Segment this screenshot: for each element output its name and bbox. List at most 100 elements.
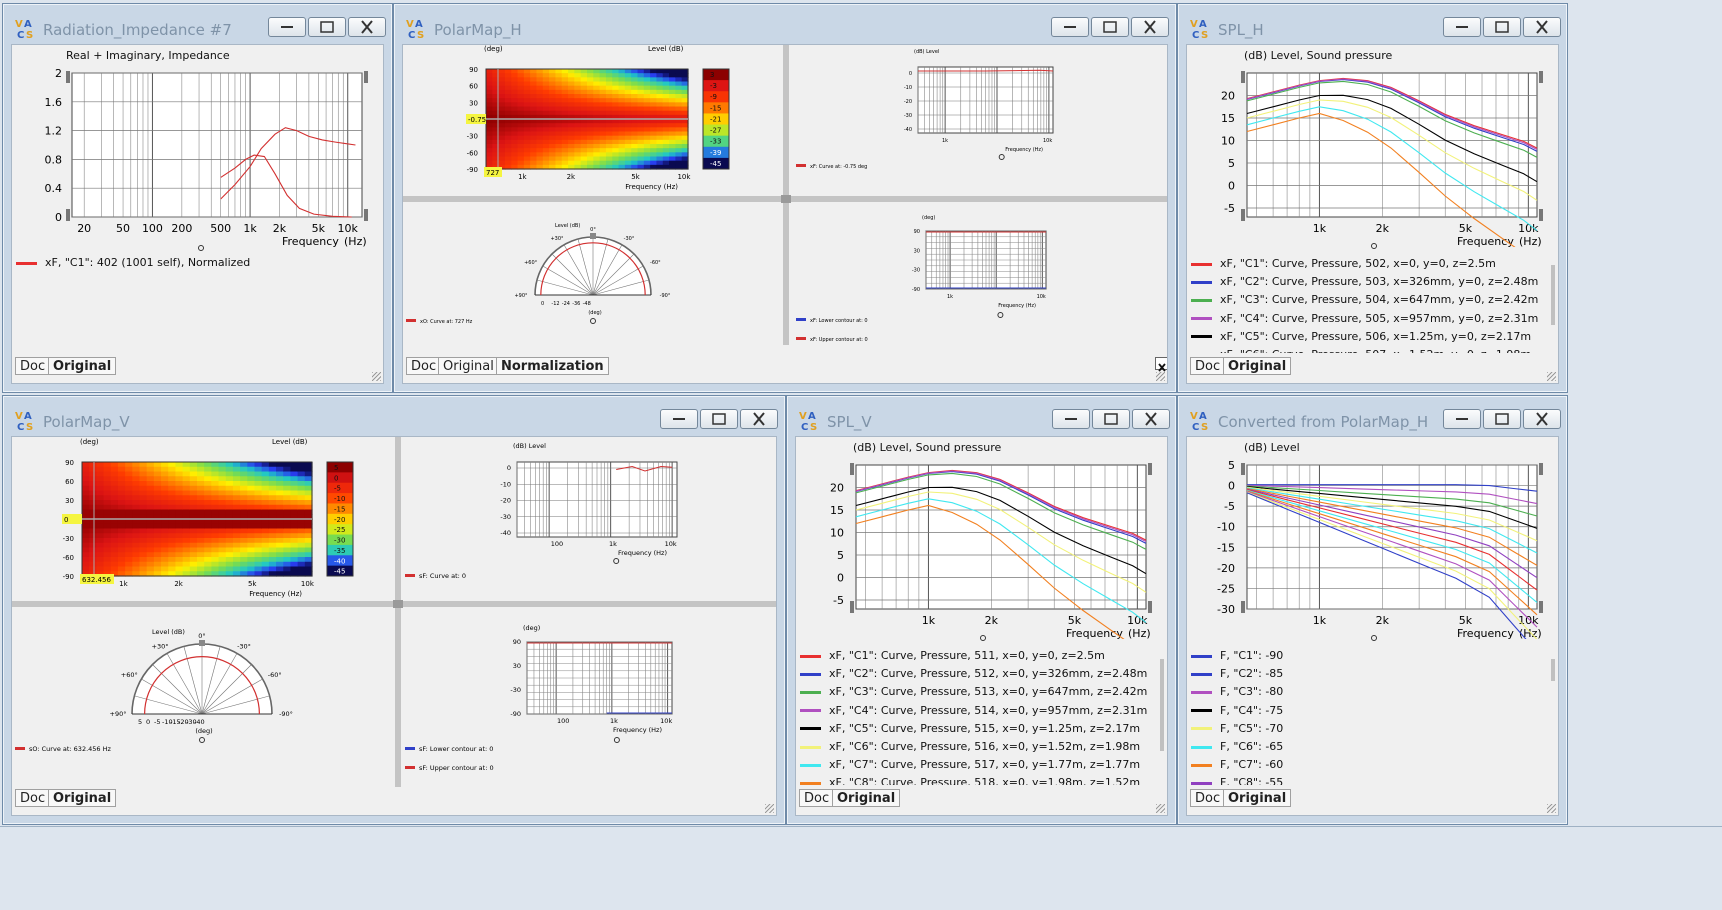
legend-scrollbar[interactable] — [1551, 265, 1555, 325]
legend-item[interactable]: xF, "C1": 402 (1001 self), Normalized — [16, 256, 250, 269]
legend-item[interactable]: xF, "C4": Curve, Pressure, 505, x=957mm,… — [1191, 312, 1538, 325]
legend-item[interactable]: F, "C8": -55 — [1191, 776, 1283, 785]
close-button[interactable] — [1523, 409, 1561, 429]
close-button[interactable] — [1131, 17, 1169, 37]
minimize-button[interactable] — [1052, 409, 1090, 429]
scale-handle — [1241, 71, 1245, 83]
legend-item[interactable]: xF, "C7": Curve, Pressure, 517, x=0, y=1… — [800, 758, 1140, 771]
tab-original[interactable]: Original — [832, 789, 901, 807]
resize-grip[interactable] — [1547, 804, 1556, 813]
heatmap-cell — [268, 481, 277, 487]
resize-grip[interactable] — [1156, 804, 1165, 813]
minimize-button[interactable] — [660, 409, 698, 429]
maximize-button[interactable] — [1483, 409, 1521, 429]
tab-original[interactable]: Original — [438, 357, 499, 375]
maximize-button[interactable] — [1092, 409, 1130, 429]
maximize-button[interactable] — [308, 17, 346, 37]
legend-item[interactable]: xF, "C8": Curve, Pressure, 518, x=0, y=1… — [800, 776, 1140, 785]
minimize-button[interactable] — [268, 17, 306, 37]
maximize-button[interactable] — [1483, 17, 1521, 37]
legend-item[interactable]: xF, "C1": Curve, Pressure, 502, x=0, y=0… — [1191, 257, 1496, 270]
close-button[interactable] — [740, 409, 778, 429]
resize-grip[interactable] — [1156, 372, 1165, 381]
legend-scrollbar[interactable] — [1551, 659, 1555, 681]
cursor-handle[interactable] — [198, 245, 204, 251]
legend-item[interactable]: F, "C5": -70 — [1191, 722, 1283, 735]
legend-item[interactable]: F, "C2": -85 — [1191, 667, 1283, 680]
resize-grip[interactable] — [1547, 372, 1556, 381]
cursor-handle[interactable] — [980, 635, 986, 641]
polarmap-v-panels[interactable]: (deg)Level (dB)9060300-30-60-901k2k5k10k… — [12, 437, 777, 787]
heatmap-cell — [290, 485, 299, 492]
minimize-button[interactable] — [1443, 409, 1481, 429]
tab-doc[interactable]: Doc — [15, 789, 51, 807]
legend-item[interactable]: F, "C4": -75 — [1191, 704, 1283, 717]
heatmap-cell — [486, 102, 493, 108]
close-button[interactable] — [1132, 409, 1170, 429]
legend-item[interactable]: xF, "C4": Curve, Pressure, 514, x=0, y=9… — [800, 704, 1147, 717]
maximize-button[interactable] — [1091, 17, 1129, 37]
tab-normalization[interactable]: Normalization — [496, 357, 609, 375]
tab-original[interactable]: Original — [1223, 357, 1292, 375]
tab-doc[interactable]: Doc — [1190, 357, 1226, 375]
legend-label: xF, "C5": Curve, Pressure, 506, x=1.25m,… — [1220, 329, 1532, 343]
legend-item[interactable]: xF, "C3": Curve, Pressure, 504, x=647mm,… — [1191, 293, 1538, 306]
legend-item[interactable]: xF, "C5": Curve, Pressure, 515, x=0, y=1… — [800, 722, 1140, 735]
heatmap-cell — [283, 500, 292, 506]
heatmap-cell — [146, 481, 155, 487]
resize-grip[interactable] — [372, 372, 381, 381]
heatmap-cell — [103, 528, 112, 534]
close-button[interactable] — [348, 17, 386, 37]
legend-item[interactable]: xF, "C5": Curve, Pressure, 506, x=1.25m,… — [1191, 330, 1531, 343]
tab-doc[interactable]: Doc — [799, 789, 835, 807]
legend-item[interactable]: xF, "C1": Curve, Pressure, 511, x=0, y=0… — [800, 649, 1105, 662]
scale-handle — [1241, 209, 1245, 221]
maximize-button[interactable] — [700, 409, 738, 429]
legend-item[interactable]: xF, "C3": Curve, Pressure, 513, x=0, y=6… — [800, 685, 1147, 698]
legend-item[interactable]: xF, "C6": Curve, Pressure, 507, x=1.52m,… — [1191, 348, 1531, 353]
legend-item[interactable]: xF, "C2": Curve, Pressure, 503, x=326mm,… — [1191, 275, 1538, 288]
tab-original[interactable]: Original — [1223, 789, 1292, 807]
heatmap-cell — [103, 471, 112, 477]
minimize-button[interactable] — [1443, 17, 1481, 37]
legend-item[interactable]: xF, "C6": Curve, Pressure, 516, x=0, y=1… — [800, 740, 1140, 753]
close-button[interactable] — [1523, 17, 1561, 37]
cursor-handle[interactable] — [1371, 243, 1377, 249]
resize-grip[interactable] — [765, 804, 774, 813]
close-tab-button[interactable] — [1155, 357, 1167, 372]
heatmap-cell — [530, 106, 538, 112]
tab-original[interactable]: Original — [48, 789, 117, 807]
legend-scrollbar[interactable] — [1160, 659, 1164, 751]
tab-original[interactable]: Original — [48, 357, 117, 375]
legend-item[interactable]: F, "C7": -60 — [1191, 758, 1283, 771]
legend-item[interactable]: xF, "C2": Curve, Pressure, 512, x=0, y=3… — [800, 667, 1147, 680]
legend-item[interactable]: F, "C1": -90 — [1191, 649, 1283, 662]
legend-item[interactable]: F, "C3": -80 — [1191, 685, 1283, 698]
heatmap-cell — [612, 85, 620, 91]
tab-doc[interactable]: Doc — [1190, 789, 1226, 807]
heatmap-cell — [290, 509, 299, 515]
minimize-button[interactable] — [1051, 17, 1089, 37]
polarmap-h-panels[interactable]: (deg)Level (dB)9060300-30-60-901k2k5k10k… — [403, 45, 1168, 345]
tab-doc[interactable]: Doc — [406, 357, 442, 375]
tab-doc[interactable]: Doc — [15, 357, 51, 375]
legend-item[interactable]: F, "C6": -65 — [1191, 740, 1283, 753]
color-scale-cell — [327, 493, 353, 504]
cursor-handle[interactable] — [1371, 635, 1377, 641]
